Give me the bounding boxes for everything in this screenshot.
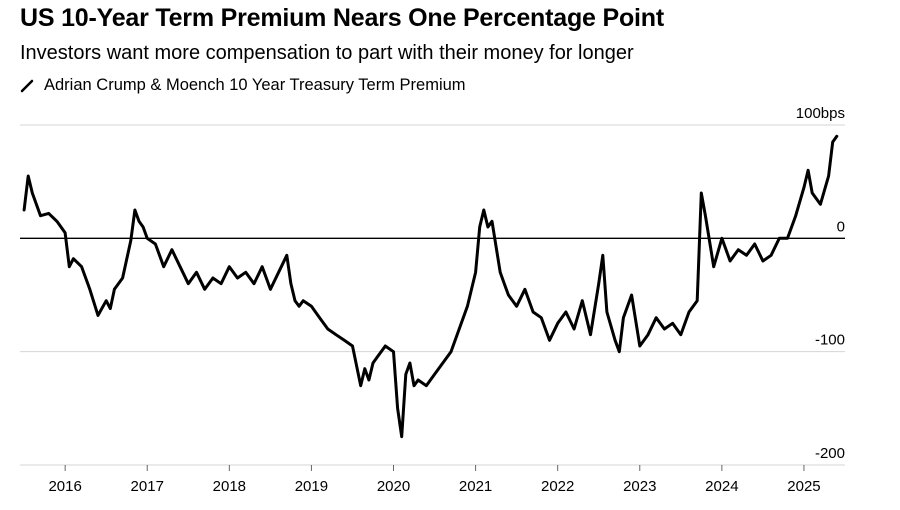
x-tick-label: 2017	[131, 478, 164, 495]
series-group	[22, 134, 839, 439]
x-tick-label: 2020	[377, 478, 410, 495]
legend-label: Adrian Crump & Moench 10 Year Treasury T…	[44, 76, 466, 94]
x-tick-label: 2025	[787, 478, 820, 495]
x-tick-label: 2024	[705, 478, 738, 495]
y-tick-label: 100bps	[796, 105, 845, 122]
y-tick-label: -200	[815, 445, 845, 462]
x-tick-label: 2022	[541, 478, 574, 495]
y-axis: 100bps 0 -100 -200	[796, 105, 845, 462]
x-tick-label: 2023	[623, 478, 656, 495]
x-axis: 2016 2017 2018 2019 2020 2021 2022 2023 2024 2025	[48, 465, 821, 495]
x-tick-label: 2021	[459, 478, 492, 495]
y-tick-label: 0	[837, 218, 845, 235]
chart-subtitle: Investors want more compensation to part…	[20, 42, 634, 64]
legend-line-icon	[20, 79, 34, 92]
gridlines	[20, 124, 845, 466]
x-tick-label: 2019	[295, 478, 328, 495]
x-tick-label: 2016	[48, 478, 81, 495]
x-tick-label: 2018	[213, 478, 246, 495]
y-tick-label: -100	[815, 332, 845, 349]
series-line	[22, 134, 839, 439]
chart-title: US 10-Year Term Premium Nears One Percen…	[20, 4, 664, 32]
legend: Adrian Crump & Moench 10 Year Treasury T…	[20, 76, 466, 95]
